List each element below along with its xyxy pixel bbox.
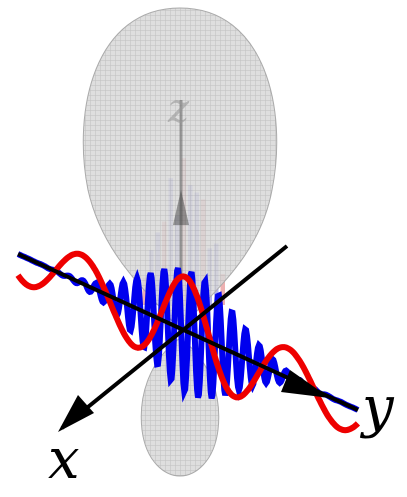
y-label: y xyxy=(359,375,395,440)
x-label: x xyxy=(48,427,80,492)
z-label: z xyxy=(167,86,190,132)
figure: x y z xyxy=(0,0,407,497)
